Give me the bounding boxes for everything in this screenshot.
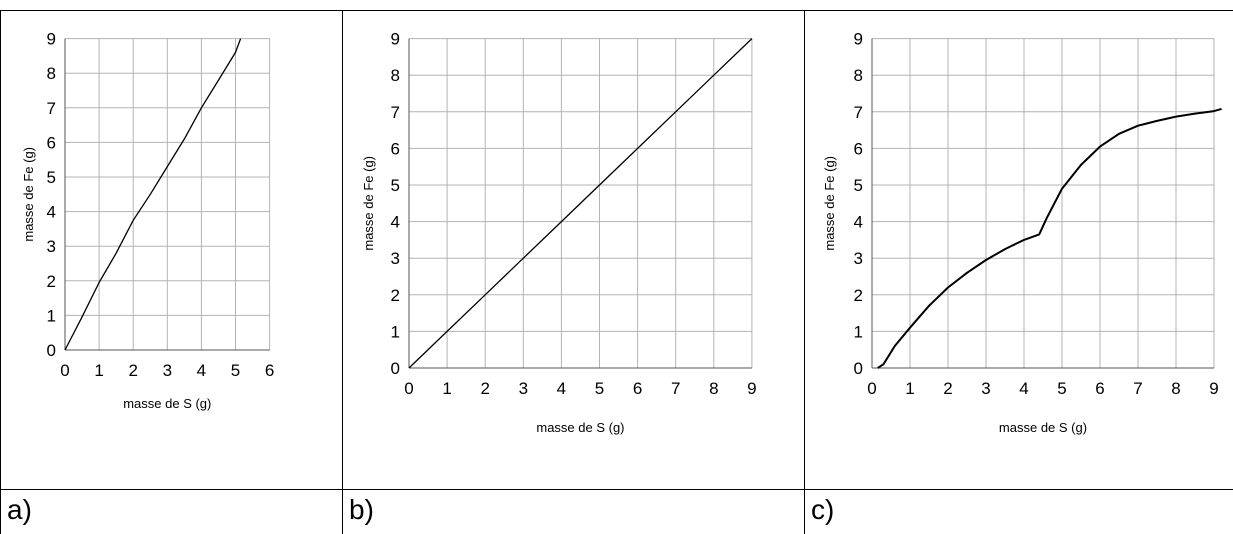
panel-b-series-line — [408, 38, 753, 369]
panel-b-y-tick-label: 2 — [391, 286, 400, 305]
panel-a-y-tick-label: 9 — [47, 30, 56, 49]
panel-a-x-tick-label: 4 — [197, 361, 206, 380]
panel-b-x-tick-label: 1 — [442, 379, 451, 398]
panel-b-y-axis-label: masse de Fe (g) — [361, 156, 376, 251]
panel-c-x-tick-label: 6 — [1095, 379, 1104, 398]
panel-c-x-axis-label: masse de S (g) — [999, 420, 1087, 435]
panel-a-x-tick-label: 1 — [94, 361, 103, 380]
panel-a-y-tick-label: 4 — [47, 203, 56, 222]
panel-a-y-tick-label: 6 — [47, 133, 56, 152]
panel-c-y-tick-label: 0 — [854, 359, 863, 378]
panel-b-y-tick-label: 0 — [391, 359, 400, 378]
panel-a-y-tick-label: 5 — [47, 168, 56, 187]
panel-b-x-tick-label: 2 — [480, 379, 489, 398]
panel-b-y-tick-label: 6 — [391, 139, 400, 158]
panel-a-label-cell: a) — [0, 490, 343, 534]
panel-b-y-tick-label: 5 — [391, 176, 400, 195]
panel-a-y-tick-label: 3 — [47, 237, 56, 256]
panel-a-y-axis-label: masse de Fe (g) — [21, 147, 36, 242]
panel-c-y-axis-label: masse de Fe (g) — [822, 156, 837, 251]
panel-c-y-tick-label: 6 — [854, 139, 863, 158]
panel-b-label-cell: b) — [342, 490, 805, 534]
panel-a-x-tick-label: 3 — [163, 361, 172, 380]
panel-b-x-axis-label: masse de S (g) — [536, 420, 624, 435]
panel-c-x-tick-label: 0 — [867, 379, 876, 398]
panel-c-y-tick-label: 9 — [854, 30, 863, 49]
panel-c-x-tick-label: 9 — [1209, 379, 1218, 398]
panel-a-y-tick-label: 0 — [47, 341, 56, 360]
panel-b-y-tick-label: 4 — [391, 213, 400, 232]
panel-b-x-tick-label: 3 — [519, 379, 528, 398]
panel-c-x-tick-label: 2 — [943, 379, 952, 398]
panel-c-x-tick-label: 8 — [1171, 379, 1180, 398]
panel-c-label-cell: c) — [804, 490, 1233, 534]
panel-c-x-tick-label: 5 — [1057, 379, 1066, 398]
panel-b-x-tick-label: 0 — [404, 379, 413, 398]
panel-b-x-tick-label: 7 — [671, 379, 680, 398]
panel-b-y-tick-label: 7 — [391, 103, 400, 122]
panel-c-x-tick-label: 1 — [905, 379, 914, 398]
panel-c-y-tick-label: 7 — [854, 103, 863, 122]
panel-b-x-tick-label: 9 — [747, 379, 756, 398]
panel-a-x-axis-label: masse de S (g) — [123, 396, 211, 411]
panel-b-y-tick-label: 1 — [391, 322, 400, 341]
panel-b-y-tick-label: 9 — [391, 30, 400, 49]
panel-a-label: a) — [7, 494, 32, 525]
panel-c-y-tick-label: 2 — [854, 286, 863, 305]
panel-b-y-tick-label: 8 — [391, 66, 400, 85]
panel-c-y-tick-label: 3 — [854, 249, 863, 268]
panel-b-x-tick-label: 8 — [709, 379, 718, 398]
panel-a-x-tick-label: 0 — [60, 361, 69, 380]
panel-c-y-tick-label: 5 — [854, 176, 863, 195]
panel-b-x-tick-label: 6 — [633, 379, 642, 398]
panel-c-x-tick-label: 7 — [1133, 379, 1142, 398]
panel-b-x-tick-label: 4 — [557, 379, 566, 398]
panel-a-x-tick-label: 2 — [128, 361, 137, 380]
panel-c-y-tick-label: 8 — [854, 66, 863, 85]
panel-c-x-tick-label: 4 — [1019, 379, 1028, 398]
panel-b-x-tick-label: 5 — [595, 379, 604, 398]
panel-c-series-line — [877, 107, 1222, 369]
panel-b-y-tick-label: 3 — [391, 249, 400, 268]
panel-c-cell — [804, 10, 1233, 490]
panel-a-y-tick-label: 8 — [47, 64, 56, 83]
panel-a-x-tick-label: 5 — [231, 361, 240, 380]
panel-b-label: b) — [349, 494, 374, 525]
panel-c-x-tick-label: 3 — [981, 379, 990, 398]
panel-a-y-tick-label: 2 — [47, 272, 56, 291]
panel-a-y-tick-label: 1 — [47, 306, 56, 325]
panel-a-x-tick-label: 6 — [265, 361, 274, 380]
panel-a-series-line — [64, 38, 242, 351]
panel-c-label: c) — [811, 494, 835, 525]
panel-c-y-tick-label: 1 — [854, 322, 863, 341]
panel-a-y-tick-label: 7 — [47, 99, 56, 118]
panel-c-y-tick-label: 4 — [854, 213, 863, 232]
